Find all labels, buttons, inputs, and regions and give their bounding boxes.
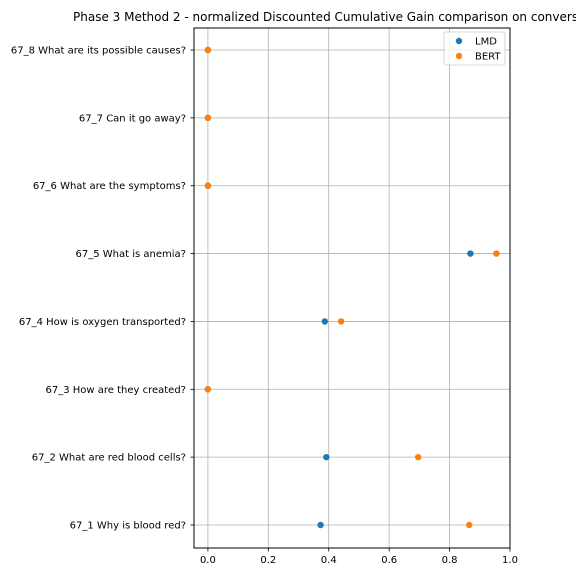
point-lmd xyxy=(323,453,330,461)
data-points xyxy=(204,46,500,529)
point-bert xyxy=(414,453,422,461)
legend-marker-lmd xyxy=(455,37,463,45)
y-tick-label: 67_6 What are the symptoms? xyxy=(33,181,186,192)
x-tick-label: 0.0 xyxy=(200,555,216,566)
point-lmd xyxy=(467,250,474,257)
x-tick-label: 0.2 xyxy=(260,555,276,566)
plot-frame xyxy=(193,27,511,549)
y-axis: 67_1 Why is blood red? 67_2 What are red … xyxy=(11,46,194,532)
y-tick-label: 67_4 How is oxygen transported? xyxy=(19,317,186,328)
y-tick-label: 67_7 Can it go away? xyxy=(79,113,186,124)
legend: LMD BERT xyxy=(443,31,506,66)
y-tick-label: 67_5 What is anemia? xyxy=(76,249,186,260)
legend-marker-bert xyxy=(455,52,463,60)
x-tick-label: 1.0 xyxy=(502,555,518,566)
x-tick-label: 0.8 xyxy=(442,555,458,566)
point-bert xyxy=(204,114,212,122)
y-tick-label: 67_3 How are they created? xyxy=(45,385,186,396)
y-tick-label: 67_8 What are its possible causes? xyxy=(11,46,186,57)
x-tick-label: 0.4 xyxy=(321,555,337,566)
point-lmd xyxy=(317,521,324,529)
y-tick-label: 67_2 What are red blood cells? xyxy=(32,453,186,464)
point-bert xyxy=(204,182,212,189)
grid xyxy=(194,28,511,548)
point-bert xyxy=(204,386,212,393)
legend-label-bert: BERT xyxy=(475,52,501,63)
point-bert xyxy=(493,250,500,257)
y-tick-label: 67_1 Why is blood red? xyxy=(70,521,186,532)
x-tick-label: 0.6 xyxy=(381,555,397,566)
point-bert xyxy=(337,318,345,325)
legend-label-lmd: LMD xyxy=(475,37,497,48)
chart-title: Phase 3 Method 2 - normalized Discounted… xyxy=(73,10,576,24)
x-axis: 0.0 0.2 0.4 0.6 0.8 1.0 xyxy=(200,548,518,566)
point-bert xyxy=(204,46,212,54)
point-bert xyxy=(466,521,473,529)
point-lmd xyxy=(321,318,329,325)
